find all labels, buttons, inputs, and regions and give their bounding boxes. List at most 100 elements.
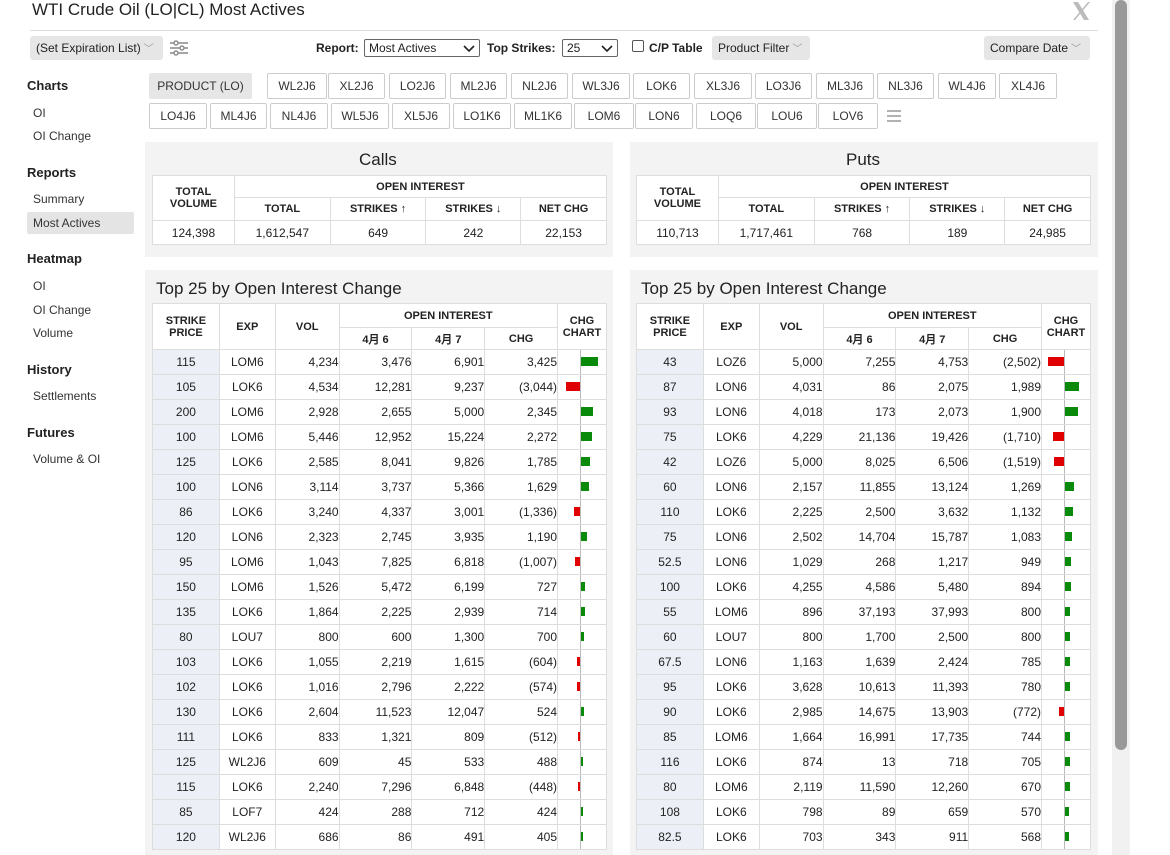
column-header: TOTAL <box>717 197 815 221</box>
product-chip[interactable]: ML4J6 <box>210 103 267 129</box>
chart-axis <box>1064 600 1065 624</box>
chg-bar <box>1065 382 1079 391</box>
product-chip[interactable]: NL2J6 <box>511 73 568 99</box>
column-header: CHG <box>968 327 1042 350</box>
product-chip[interactable]: PRODUCT (LO) <box>149 73 252 99</box>
table-row: 85 LOM6 1,664 16,991 17,735 744 <box>636 724 1091 750</box>
product-chip[interactable]: XL3J6 <box>694 73 752 99</box>
product-chip[interactable]: LOQ6 <box>696 103 756 129</box>
product-chip[interactable]: LO4J6 <box>149 103 207 129</box>
sidebar-item[interactable]: Most Actives <box>33 216 101 230</box>
exp-cell: LOZ6 <box>702 449 760 475</box>
oi-day1-cell: 1,321 <box>338 724 413 750</box>
sidebar-item[interactable]: OI Change <box>33 303 92 317</box>
top-strikes-select[interactable]: 25 <box>562 39 618 57</box>
expiration-list-select[interactable]: (Set Expiration List) ﹀ <box>30 36 163 60</box>
chg-chart-cell <box>557 349 607 375</box>
oi-day2-cell: 5,000 <box>411 399 486 425</box>
table-row: 67.5 LON6 1,163 1,639 2,424 785 <box>636 649 1091 675</box>
oi-day2-cell: 11,393 <box>895 674 970 700</box>
product-chip[interactable]: ML2J6 <box>450 73 507 99</box>
product-chip[interactable]: ML3J6 <box>816 73 874 99</box>
oi-chg-cell: 1,785 <box>484 449 559 475</box>
vol-cell: 2,985 <box>758 699 824 725</box>
summary-total-value: 1,717,461 <box>717 220 815 245</box>
product-chip[interactable]: NL3J6 <box>877 73 934 99</box>
product-chip[interactable]: LOM6 <box>574 103 634 129</box>
column-header: 4月 6 <box>338 327 413 350</box>
column-header: 4月 7 <box>895 327 970 350</box>
oi-day1-cell: 11,590 <box>822 774 897 800</box>
summary-total-volume-value: 124,398 <box>152 220 235 245</box>
vol-cell: 609 <box>274 749 340 775</box>
product-chip[interactable]: WL4J6 <box>938 73 996 99</box>
table-row: 102 LOK6 1,016 2,796 2,222 (574) <box>152 674 607 700</box>
oi-day1-cell: 173 <box>822 399 897 425</box>
exp-cell: LON6 <box>702 524 760 550</box>
product-chip[interactable]: XL5J6 <box>392 103 450 129</box>
chg-chart-cell <box>1041 774 1091 800</box>
oi-chg-cell: 780 <box>968 674 1042 700</box>
product-chip[interactable]: LO2J6 <box>389 73 446 99</box>
product-chip[interactable]: LO1K6 <box>453 103 511 129</box>
strike-price-cell: 90 <box>636 699 704 725</box>
scrollbar-thumb[interactable] <box>1115 0 1127 750</box>
oi-day2-cell: 2,939 <box>411 599 486 625</box>
product-chip[interactable]: ML1K6 <box>514 103 572 129</box>
oi-day2-cell: 1,217 <box>895 549 970 575</box>
chg-bar <box>1065 407 1078 416</box>
strike-price-cell: 103 <box>152 649 220 675</box>
column-header: STRIKE PRICE <box>152 303 220 350</box>
product-chip[interactable]: XL4J6 <box>999 73 1057 99</box>
vol-cell: 1,864 <box>274 599 340 625</box>
product-chip[interactable]: NL4J6 <box>270 103 328 129</box>
sidebar-item[interactable]: Summary <box>33 192 85 206</box>
summary-net-chg-value: 22,153 <box>520 220 607 245</box>
oi-day2-cell: 19,426 <box>895 424 970 450</box>
oi-day1-cell: 7,255 <box>822 349 897 375</box>
cp-table-checkbox[interactable] <box>632 40 644 52</box>
sidebar-item[interactable]: Volume & OI <box>33 452 101 466</box>
product-filter-select[interactable]: Product Filter ﹀ <box>712 36 810 60</box>
chart-axis <box>580 675 582 699</box>
product-chip[interactable]: LOK6 <box>633 73 690 99</box>
close-icon[interactable] <box>1070 0 1092 22</box>
product-chip[interactable]: WL2J6 <box>267 73 327 99</box>
compare-date-select[interactable]: Compare Date ﹀ <box>984 36 1090 60</box>
product-chip[interactable]: WL5J6 <box>331 103 389 129</box>
product-chip[interactable]: LO3J6 <box>755 73 812 99</box>
table-row: 95 LOM6 1,043 7,825 6,818 (1,007) <box>152 549 607 575</box>
sidebar-item[interactable]: OI <box>33 106 46 120</box>
oi-day1-cell: 37,193 <box>822 599 897 625</box>
hamburger-menu-icon[interactable] <box>887 110 901 122</box>
product-chip[interactable]: LOV6 <box>818 103 878 129</box>
chart-axis <box>1064 500 1065 524</box>
table-row: 103 LOK6 1,055 2,219 1,615 (604) <box>152 649 607 675</box>
chg-chart-cell <box>1041 424 1091 450</box>
product-chip[interactable]: LOU6 <box>757 103 817 129</box>
vol-cell: 1,526 <box>274 574 340 600</box>
chg-chart-cell <box>557 449 607 475</box>
sidebar-item[interactable]: OI Change <box>33 129 92 143</box>
product-chip[interactable]: LON6 <box>635 103 693 129</box>
product-chip[interactable]: WL3J6 <box>572 73 630 99</box>
sidebar-item[interactable]: Settlements <box>33 389 97 403</box>
sliders-icon[interactable] <box>170 40 188 56</box>
oi-day2-cell: 3,935 <box>411 524 486 550</box>
table-row: 55 LOM6 896 37,193 37,993 800 <box>636 599 1091 625</box>
oi-chg-cell: 1,132 <box>968 499 1042 525</box>
sidebar-item[interactable]: OI <box>33 279 46 293</box>
strike-price-cell: 110 <box>636 499 704 525</box>
vol-cell: 4,234 <box>274 349 340 375</box>
vol-cell: 3,240 <box>274 499 340 525</box>
oi-day2-cell: 3,001 <box>411 499 486 525</box>
product-chip[interactable]: XL2J6 <box>328 73 385 99</box>
sidebar-item[interactable]: Volume <box>33 326 74 340</box>
table-row: 82.5 LOK6 703 343 911 568 <box>636 824 1091 850</box>
summary-strikes-up-value: 768 <box>813 220 911 245</box>
report-select[interactable]: Most Actives <box>364 39 480 57</box>
oi-day2-cell: 533 <box>411 749 486 775</box>
chg-bar <box>1065 607 1070 616</box>
oi-chg-cell: 800 <box>968 599 1042 625</box>
oi-day1-cell: 86 <box>822 374 897 400</box>
